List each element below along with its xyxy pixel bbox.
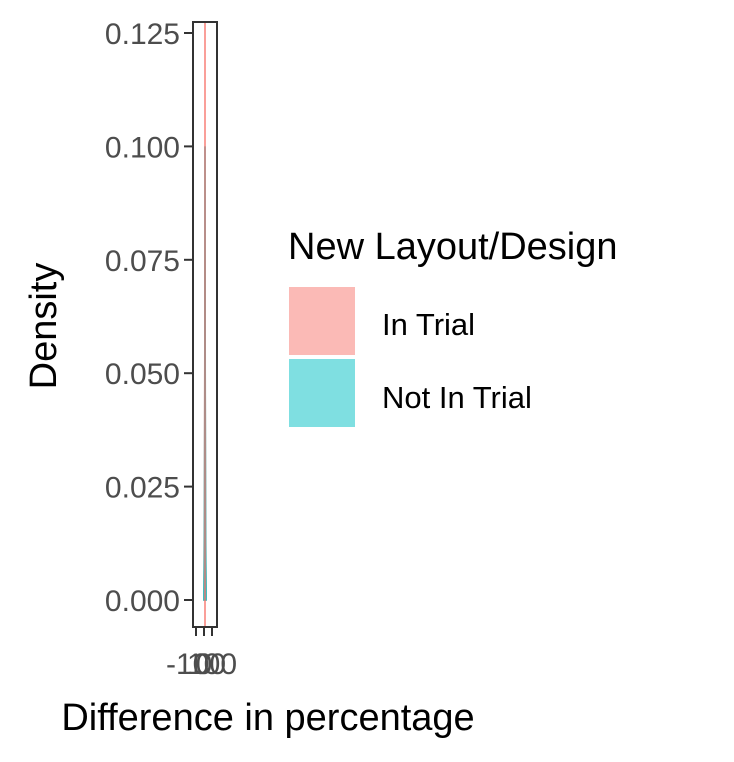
- y-tick-label: 0.125: [105, 18, 180, 51]
- legend-key-not-in-trial: [289, 359, 355, 427]
- y-tick-label: 0.050: [105, 358, 180, 391]
- y-tick-label: 0.075: [105, 245, 180, 278]
- y-tick-label: 0.000: [105, 585, 180, 618]
- y-tick-label: 0.025: [105, 472, 180, 505]
- y-axis-title: Density: [23, 263, 65, 390]
- x-tick-label: -100: [166, 648, 226, 681]
- legend: New Layout/Design In Trial Not In Trial: [288, 226, 618, 427]
- legend-label-not-in-trial: Not In Trial: [382, 380, 532, 415]
- legend-key-in-trial: [289, 287, 355, 355]
- x-tick-label: 100: [187, 648, 237, 681]
- legend-title: New Layout/Design: [288, 226, 618, 268]
- plot-panel: [192, 21, 218, 628]
- x-tick-label: 0: [196, 648, 213, 681]
- legend-label-in-trial: In Trial: [382, 307, 475, 342]
- y-tick-label: 0.100: [105, 131, 180, 164]
- x-axis-title: Difference in percentage: [61, 697, 474, 739]
- y-axis: 0.000 0.025 0.050 0.075 0.100 0.125: [105, 18, 193, 618]
